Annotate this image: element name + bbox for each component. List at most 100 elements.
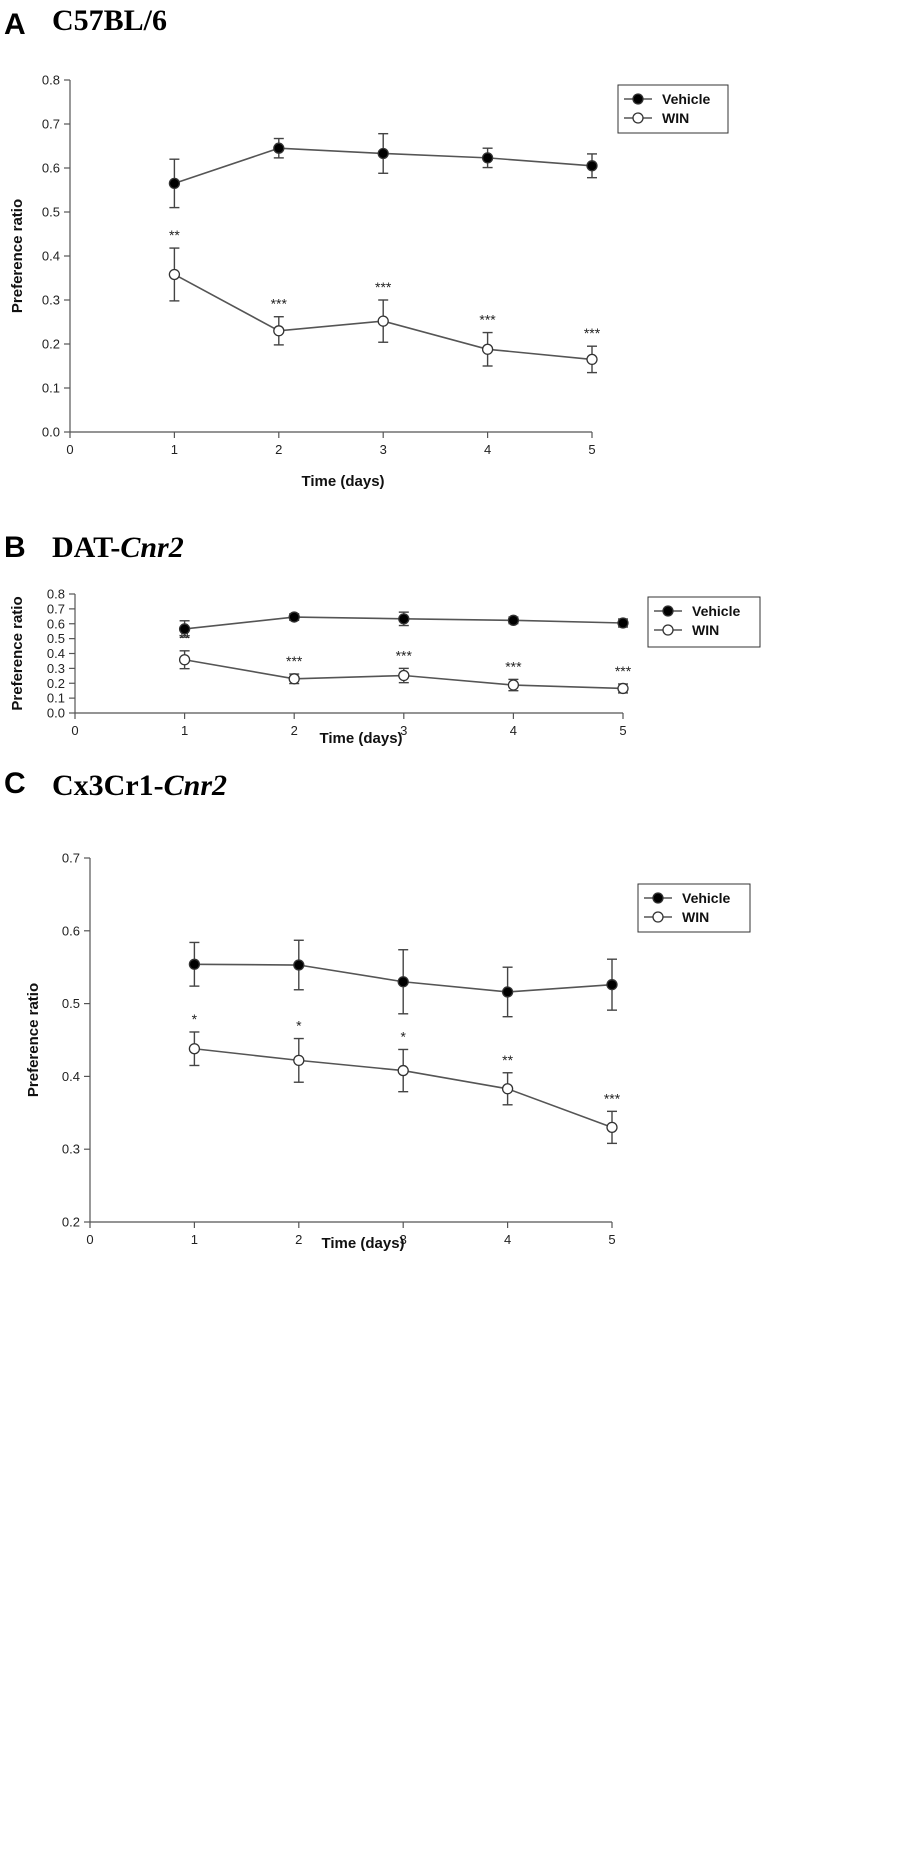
data-point-open	[168, 268, 181, 281]
significance-marker: ***	[375, 279, 392, 295]
legend-marker-open	[662, 624, 674, 636]
significance-marker: *	[400, 1028, 406, 1044]
panel-title: C57BL/6	[52, 4, 167, 37]
data-point-filled	[288, 611, 300, 623]
series-vehicle	[178, 611, 629, 638]
data-point-filled	[188, 958, 201, 970]
data-point-open	[398, 669, 410, 682]
data-point-open	[178, 654, 191, 666]
legend-marker-open	[652, 911, 664, 923]
panel-title-text: DAT-	[52, 531, 120, 564]
y-tick-label: 0.4	[62, 1069, 80, 1084]
legend-box	[647, 596, 761, 648]
legend-label: Vehicle	[662, 91, 710, 107]
panel-letter: A	[4, 8, 26, 41]
x-tick-label: 4	[484, 442, 491, 457]
chart-panel-a: A C57BL/6 0.0 0.1 0.2 0.3 0.4 0.5 0.6 0.7 0.8 0 1 2 3 4…	[4, 4, 729, 490]
chart-panel-b: B DAT-Cnr2 0.00.10.20.30.40.50.60.70.8 0 1 2 3…	[4, 531, 761, 747]
legend-label: WIN	[682, 909, 709, 925]
x-tick-label: 0	[66, 442, 73, 457]
y-tick-label: 0.6	[42, 161, 60, 176]
significance-marker: ***	[615, 663, 632, 679]
x-tick-label: 5	[608, 1232, 615, 1247]
y-tick-label: 0.5	[42, 205, 60, 220]
legend-marker-open	[632, 112, 644, 124]
significance-marker: ***	[505, 658, 522, 674]
y-tick-label: 0.7	[42, 117, 60, 132]
data-point-filled	[617, 617, 629, 629]
series-vehicle	[168, 132, 598, 209]
significance-marker: *	[192, 1011, 198, 1027]
y-tick-label: 0.2	[62, 1215, 80, 1230]
x-tick-label: 5	[588, 442, 595, 457]
legend: Vehicle WIN	[637, 883, 751, 933]
data-point-open	[507, 679, 520, 691]
panel-title-italic: Cnr2	[164, 769, 227, 802]
data-point-open	[586, 353, 598, 366]
data-point-filled	[397, 976, 409, 988]
y-tick-label: 0.3	[42, 293, 60, 308]
panel-letter: B	[4, 531, 26, 564]
panel-title: Cx3Cr1-Cnr2	[52, 769, 227, 802]
y-tick-label: 0.5	[47, 631, 65, 646]
y-tick-label: 0.2	[42, 337, 60, 352]
legend-box	[617, 84, 729, 134]
series-win	[178, 650, 629, 695]
legend: Vehicle WIN	[617, 84, 729, 134]
series-vehicle	[188, 939, 618, 1018]
x-tick-label: 0	[86, 1232, 93, 1247]
y-tick-label: 0.1	[47, 691, 65, 706]
data-point-filled	[501, 986, 514, 998]
x-tick-label: 1	[171, 442, 178, 457]
significance-marker: ***	[271, 296, 288, 312]
significance-marker: ***	[604, 1090, 621, 1106]
y-tick-label: 0.8	[47, 587, 65, 602]
significance-marker: **	[502, 1052, 513, 1068]
legend-box	[637, 883, 751, 933]
x-tick-label: 2	[275, 442, 282, 457]
x-tick-label: 2	[295, 1232, 302, 1247]
data-point-filled	[586, 160, 598, 172]
x-tick-label: 1	[181, 723, 188, 738]
series-win	[188, 1031, 618, 1145]
significance-marker: ***	[396, 647, 413, 663]
significance-marker: ***	[584, 325, 601, 341]
y-tick-label: 0.4	[42, 249, 60, 264]
y-axis-label: Preference ratio	[9, 596, 26, 710]
y-tick-label: 0.6	[62, 923, 80, 938]
y-axis-label: Preference ratio	[9, 199, 26, 313]
legend-marker-filled	[662, 605, 674, 617]
y-axis-label: Preference ratio	[25, 983, 42, 1097]
legend-label: Vehicle	[692, 603, 740, 619]
legend-label: WIN	[692, 622, 719, 638]
data-point-filled	[398, 613, 410, 625]
significance-marker: **	[179, 630, 190, 646]
x-axis-label: Time (days)	[319, 730, 402, 747]
legend-label: Vehicle	[682, 890, 730, 906]
significance-marker: *	[296, 1018, 302, 1034]
legend-marker-filled	[652, 892, 664, 904]
data-point-filled	[377, 147, 389, 160]
y-tick-label: 0.2	[47, 676, 65, 691]
y-tick-label: 0.7	[47, 601, 65, 616]
legend-label: WIN	[662, 110, 689, 126]
x-tick-label: 0	[71, 723, 78, 738]
data-point-filled	[606, 979, 618, 991]
data-point-filled	[273, 142, 285, 154]
data-point-open	[188, 1043, 201, 1055]
data-point-filled	[293, 959, 305, 971]
y-tick-label: 0.1	[42, 381, 60, 396]
x-tick-label: 5	[619, 723, 626, 738]
y-tick-label: 0.8	[42, 73, 60, 88]
data-point-open	[481, 343, 494, 355]
x-tick-label: 4	[504, 1232, 511, 1247]
data-point-open	[606, 1121, 618, 1134]
data-point-open	[617, 682, 629, 695]
data-point-filled	[168, 177, 181, 190]
panel-title-text: C57BL/6	[52, 4, 167, 37]
y-tick-label: 0.0	[47, 706, 65, 721]
x-tick-label: 1	[191, 1232, 198, 1247]
data-point-filled	[178, 623, 191, 635]
y-tick-label: 0.3	[47, 661, 65, 676]
